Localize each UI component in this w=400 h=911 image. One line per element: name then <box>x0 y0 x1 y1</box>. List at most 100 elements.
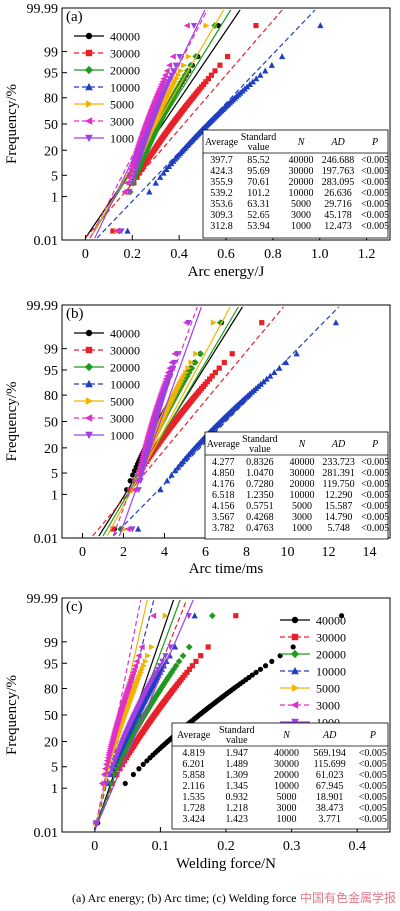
fit-line <box>118 306 202 537</box>
x-axis-label: Welding force/N <box>176 856 276 872</box>
data-point <box>126 169 133 177</box>
panel-label: (b) <box>66 306 84 322</box>
y-tick-label: 1 <box>51 782 58 797</box>
data-point <box>183 22 190 29</box>
data-point <box>212 68 218 74</box>
table-cell: 115.699 <box>314 759 346 770</box>
data-point <box>249 672 255 678</box>
data-point <box>188 359 195 366</box>
table-cell: <0.005 <box>361 468 389 479</box>
data-point <box>193 350 200 357</box>
legend-label: 3000 <box>110 412 134 426</box>
legend-marker <box>85 49 93 57</box>
table-cell: 5000 <box>291 199 311 210</box>
data-point <box>257 666 264 672</box>
legend-label: 3000 <box>110 115 134 129</box>
data-point <box>332 319 340 326</box>
data-point <box>191 612 198 619</box>
data-point <box>189 663 195 669</box>
table-cell: 5.748 <box>327 523 350 534</box>
data-point <box>130 472 136 478</box>
legend-label: 5000 <box>110 395 134 409</box>
table-cell: 15.587 <box>325 501 353 512</box>
table-cell: 6.201 <box>182 759 205 770</box>
table-cell: 6.518 <box>212 490 235 501</box>
data-point <box>249 78 256 85</box>
data-point <box>116 757 123 765</box>
x-tick-label: 0.2 <box>124 247 142 262</box>
legend-marker <box>85 329 93 337</box>
data-point <box>150 612 157 619</box>
data-point <box>183 369 190 376</box>
data-point <box>173 75 180 82</box>
table-cell: 1.489 <box>226 759 249 770</box>
data-point <box>145 652 152 659</box>
y-tick-label: 5 <box>51 467 58 482</box>
data-point <box>210 319 217 326</box>
legend-marker <box>291 718 299 727</box>
data-point <box>246 81 253 88</box>
series-1000 <box>94 9 206 239</box>
data-point <box>338 613 345 619</box>
table-cell: <0.005 <box>361 221 389 232</box>
data-point <box>140 761 146 767</box>
data-point <box>140 662 147 669</box>
data-point <box>263 375 270 382</box>
y-tick-label: 99 <box>44 343 58 358</box>
fit-line <box>96 9 316 239</box>
table-cell: <0.005 <box>361 457 389 468</box>
data-point <box>162 653 169 660</box>
table-cell: 283.095 <box>322 177 355 188</box>
data-point <box>185 320 192 327</box>
legend-marker <box>84 362 94 372</box>
legend-label: 10000 <box>110 378 140 392</box>
fit-line <box>94 599 142 831</box>
legend-label: 5000 <box>110 98 134 112</box>
table-header: AD <box>331 439 346 450</box>
table-cell: 4.156 <box>212 501 235 512</box>
table-cell: 85.52 <box>247 155 270 166</box>
y-tick-label: 0.01 <box>34 532 59 547</box>
table-cell: 569.194 <box>313 748 346 759</box>
legend-label: 10000 <box>316 665 346 679</box>
table-cell: 10000 <box>289 490 314 501</box>
table-cell: 20000 <box>274 770 299 781</box>
fit-line <box>94 599 194 831</box>
data-point <box>193 658 199 665</box>
table-cell: 10000 <box>274 781 299 792</box>
legend-marker <box>84 117 93 125</box>
table-cell: <0.005 <box>359 781 387 792</box>
table-cell: <0.005 <box>361 210 389 221</box>
table-cell: <0.005 <box>361 490 389 501</box>
legend-label: 1000 <box>110 429 134 443</box>
legend-label: 3000 <box>316 699 340 713</box>
series-layer <box>92 599 345 831</box>
table-cell: 20000 <box>289 177 314 188</box>
table-cell: 3000 <box>291 210 311 221</box>
table-cell: 397.7 <box>210 155 233 166</box>
table-cell: 1.728 <box>182 803 205 814</box>
data-point <box>166 62 173 69</box>
table-cell: 95.69 <box>247 166 270 177</box>
data-point <box>135 467 142 474</box>
data-point <box>126 189 133 196</box>
legend-marker <box>84 65 94 75</box>
y-tick-label: 50 <box>44 118 58 133</box>
data-point <box>212 369 218 376</box>
table-cell: <0.005 <box>361 199 389 210</box>
legend-marker <box>290 649 300 659</box>
y-tick-label: 1 <box>51 191 58 206</box>
table-header: value <box>226 735 248 746</box>
y-tick-label: 20 <box>44 735 58 750</box>
x-tick-label: 0.2 <box>217 839 235 854</box>
table-cell: 3000 <box>292 512 312 523</box>
table-header: Average <box>205 137 239 148</box>
x-tick-label: 1.2 <box>358 247 376 262</box>
data-point <box>185 643 193 651</box>
y-tick-label: 95 <box>44 67 58 82</box>
data-point <box>260 378 267 385</box>
data-point <box>159 658 166 665</box>
data-point <box>170 68 177 75</box>
